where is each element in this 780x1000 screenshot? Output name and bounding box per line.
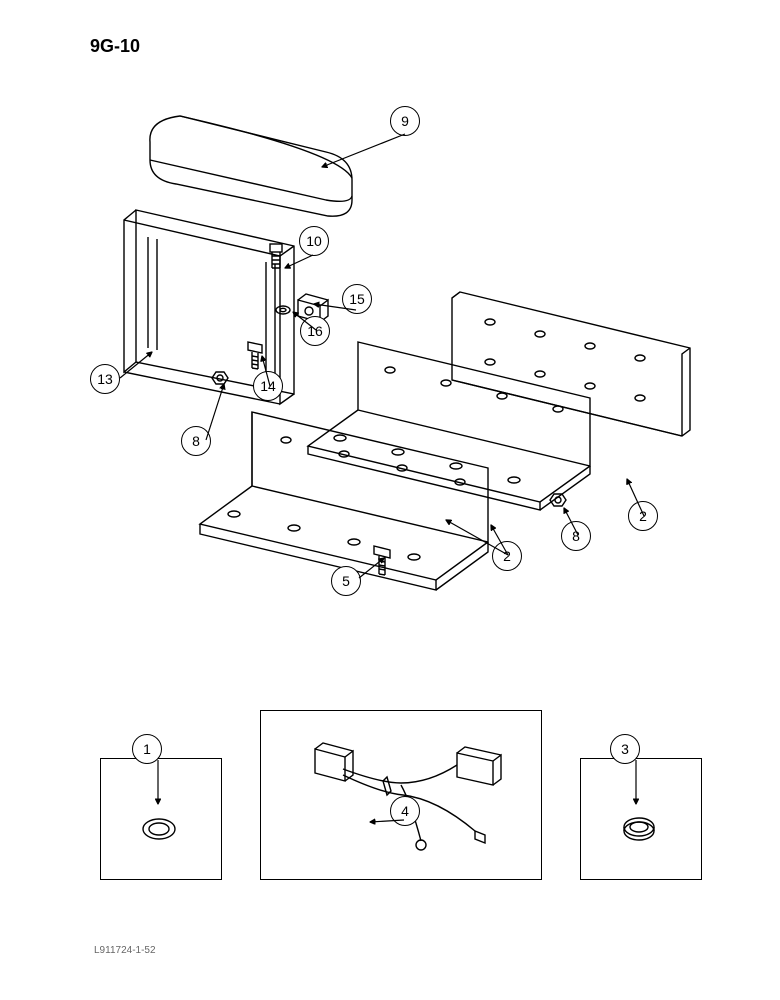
callout-balloon-5: 5 — [331, 566, 361, 596]
callout-balloon-13: 13 — [90, 364, 120, 394]
callout-balloon-4: 4 — [390, 796, 420, 826]
callout-number: 9 — [401, 114, 409, 128]
callout-balloon-9: 9 — [390, 106, 420, 136]
callout-balloon-3: 3 — [610, 734, 640, 764]
callout-number: 14 — [260, 379, 276, 393]
callout-number: 4 — [401, 804, 409, 818]
callout-balloon-15: 15 — [342, 284, 372, 314]
callout-balloon-8: 8 — [181, 426, 211, 456]
callout-number: 8 — [192, 434, 200, 448]
callout-number: 2 — [503, 549, 511, 563]
callout-number: 10 — [306, 234, 322, 248]
callout-number: 8 — [572, 529, 580, 543]
callout-balloon-8: 8 — [561, 521, 591, 551]
main-diagram-svg — [80, 92, 700, 692]
inset-frame-3 — [580, 758, 702, 880]
callout-number: 1 — [143, 742, 151, 756]
callout-balloon-2: 2 — [492, 541, 522, 571]
callout-balloon-1: 1 — [132, 734, 162, 764]
callout-balloon-14: 14 — [253, 371, 283, 401]
main-diagram-frame — [80, 92, 700, 692]
inset-3-svg — [581, 759, 701, 879]
inset-frame-4 — [260, 710, 542, 880]
callout-number: 16 — [307, 324, 323, 338]
page-code: 9G-10 — [90, 36, 140, 57]
inset-frame-1 — [100, 758, 222, 880]
callout-number: 3 — [621, 742, 629, 756]
callout-balloon-16: 16 — [300, 316, 330, 346]
drawing-ref-code: L911724-1-52 — [94, 945, 156, 956]
callout-balloon-10: 10 — [299, 226, 329, 256]
callout-number: 2 — [639, 509, 647, 523]
inset-1-svg — [101, 759, 221, 879]
callout-number: 13 — [97, 372, 113, 386]
callout-number: 15 — [349, 292, 365, 306]
inset-4-svg — [261, 711, 541, 879]
callout-number: 5 — [342, 574, 350, 588]
callout-balloon-2: 2 — [628, 501, 658, 531]
